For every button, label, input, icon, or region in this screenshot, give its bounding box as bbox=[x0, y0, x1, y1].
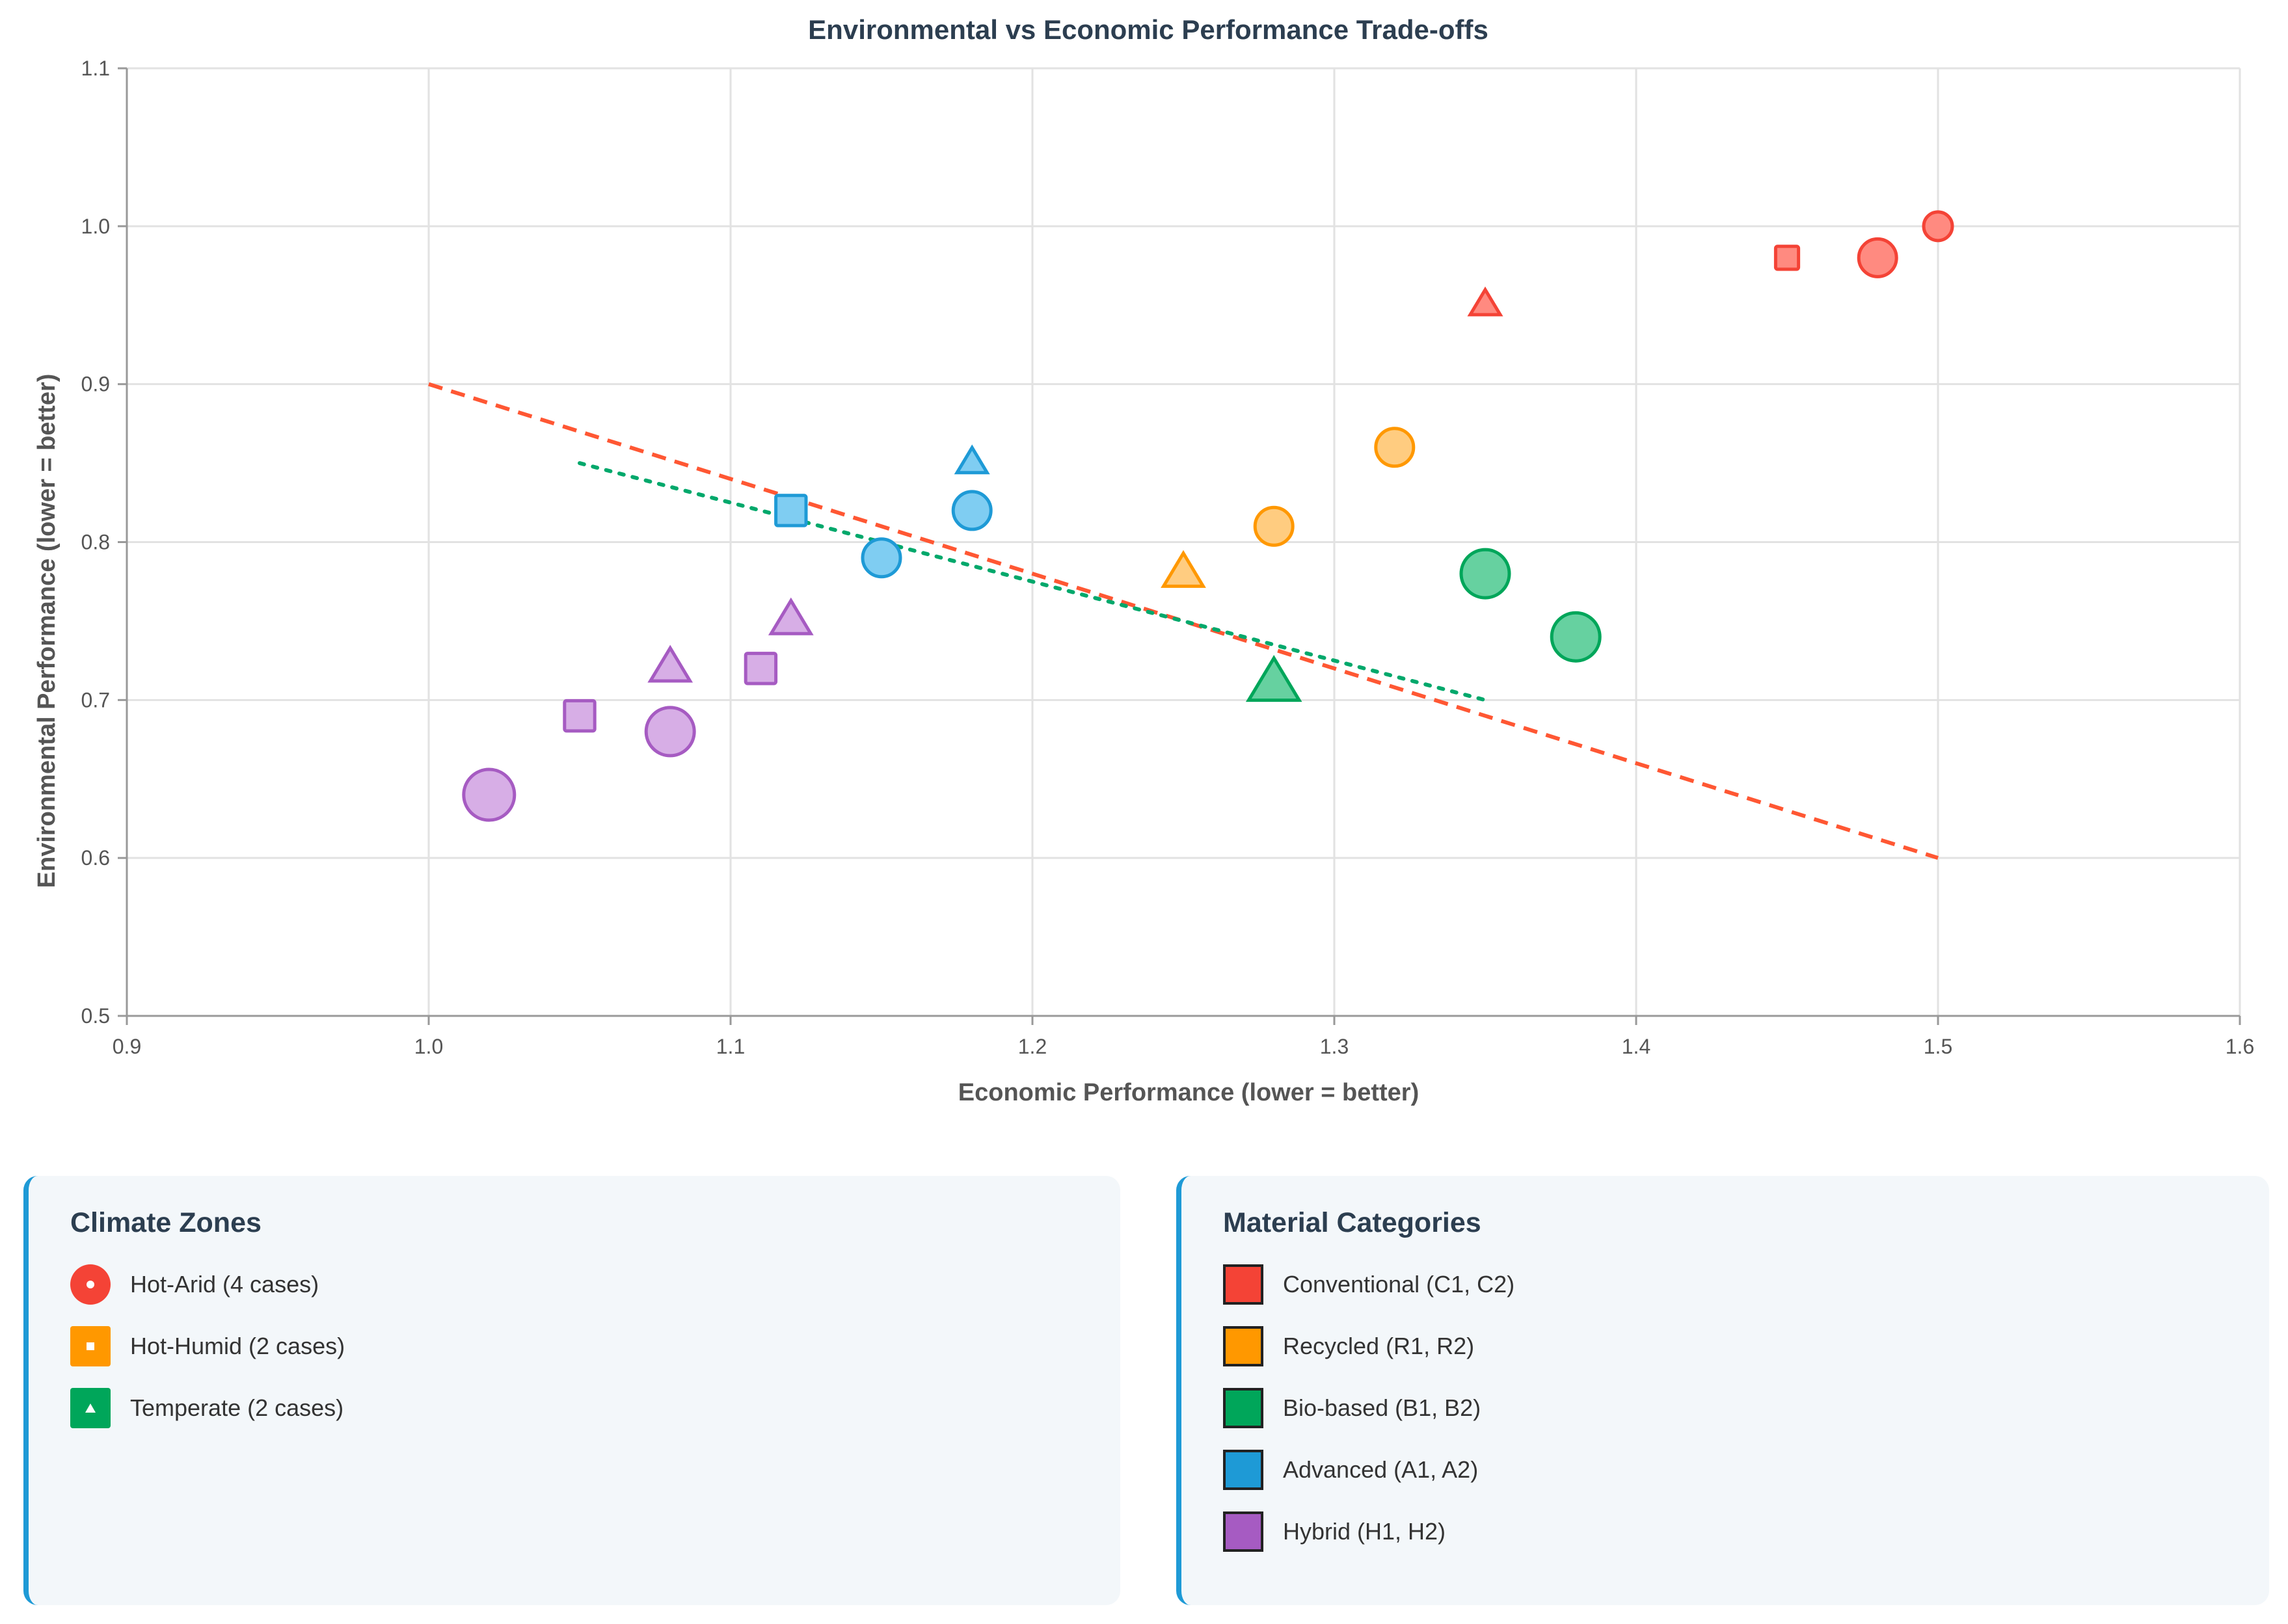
point-circle bbox=[462, 767, 517, 822]
point-circle bbox=[861, 537, 902, 579]
x-tick-label: 0.9 bbox=[113, 1035, 141, 1058]
y-tick-label: 1.1 bbox=[81, 57, 110, 80]
point-triangle bbox=[1467, 286, 1503, 317]
color-swatch-icon bbox=[1223, 1388, 1263, 1428]
dashed-trend bbox=[428, 382, 1939, 860]
legend-item-hybrid: Hybrid (H1, H2) bbox=[1223, 1511, 2269, 1552]
legend-item-conventional: Conventional (C1, C2) bbox=[1223, 1264, 2269, 1305]
point-circle bbox=[644, 706, 696, 758]
y-tick-label: 1.0 bbox=[81, 215, 110, 238]
y-tick-label: 0.5 bbox=[81, 1004, 110, 1028]
legend-label: Hybrid (H1, H2) bbox=[1283, 1518, 1446, 1545]
x-tick-label: 1.2 bbox=[1018, 1035, 1047, 1058]
color-swatch-icon bbox=[1223, 1450, 1263, 1490]
point-circle bbox=[951, 490, 993, 531]
x-tick-label: 1.5 bbox=[1924, 1035, 1952, 1058]
color-swatch-icon bbox=[1223, 1326, 1263, 1366]
y-tick-label: 0.7 bbox=[81, 688, 110, 712]
legend-item-recycled: Recycled (R1, R2) bbox=[1223, 1325, 2269, 1367]
grid bbox=[126, 67, 2241, 1017]
legend-label: Bio-based (B1, B2) bbox=[1283, 1394, 1481, 1421]
climate-zones-legend: Climate Zones Hot-Arid (4 cases) Hot-Hum… bbox=[23, 1176, 1120, 1605]
y-axis-label: Environmental Performance (lower = bette… bbox=[33, 374, 61, 888]
point-circle bbox=[1374, 427, 1416, 468]
data-points bbox=[462, 210, 1954, 822]
legend-label: Temperate (2 cases) bbox=[130, 1394, 344, 1421]
y-tick-label: 0.9 bbox=[81, 373, 110, 396]
legend-item-advanced: Advanced (A1, A2) bbox=[1223, 1449, 2269, 1491]
point-square bbox=[774, 494, 808, 527]
point-triangle bbox=[768, 597, 814, 635]
legend-item-temperate: Temperate (2 cases) bbox=[70, 1387, 1120, 1429]
circle-dot-icon bbox=[70, 1264, 111, 1305]
y-tick-label: 0.6 bbox=[81, 846, 110, 870]
chart-title: Environmental vs Economic Performance Tr… bbox=[808, 14, 1488, 45]
point-circle bbox=[1857, 237, 1898, 278]
point-square bbox=[563, 699, 597, 733]
x-tick-label: 1.0 bbox=[414, 1035, 443, 1058]
point-circle bbox=[1253, 505, 1295, 547]
material-categories-legend: Material Categories Conventional (C1, C2… bbox=[1176, 1176, 2269, 1605]
point-square bbox=[744, 652, 778, 686]
point-circle bbox=[1550, 611, 1602, 663]
legend-label: Hot-Arid (4 cases) bbox=[130, 1271, 319, 1298]
point-triangle bbox=[647, 645, 693, 683]
x-tick-label: 1.4 bbox=[1622, 1035, 1650, 1058]
square-dot-icon bbox=[70, 1326, 111, 1366]
legend-item-hot-arid: Hot-Arid (4 cases) bbox=[70, 1264, 1120, 1305]
point-triangle bbox=[954, 444, 990, 475]
point-circle bbox=[1459, 548, 1511, 600]
point-square bbox=[1773, 245, 1801, 271]
point-triangle bbox=[1161, 550, 1206, 588]
scatter-chart: Environmental vs Economic Performance Tr… bbox=[33, 14, 2255, 1106]
legend-label: Hot-Humid (2 cases) bbox=[130, 1333, 345, 1359]
x-tick-label: 1.1 bbox=[716, 1035, 745, 1058]
color-swatch-icon bbox=[1223, 1511, 1263, 1552]
legend-item-hot-humid: Hot-Humid (2 cases) bbox=[70, 1325, 1120, 1367]
x-tick-label: 1.3 bbox=[1320, 1035, 1349, 1058]
dotted-trend bbox=[578, 461, 1487, 702]
triangle-dot-icon bbox=[70, 1388, 111, 1428]
legend-item-bio-based: Bio-based (B1, B2) bbox=[1223, 1387, 2269, 1429]
x-axis-label: Economic Performance (lower = better) bbox=[958, 1079, 1419, 1106]
legend-label: Recycled (R1, R2) bbox=[1283, 1333, 1475, 1359]
axes: 0.9 1.0 1.1 1.2 1.3 1.4 1.5 1.6 0.5 0.6 0.7 0.8 0.9 1… bbox=[81, 57, 2255, 1058]
color-swatch-icon bbox=[1223, 1264, 1263, 1305]
material-legend-title: Material Categories bbox=[1223, 1207, 1481, 1238]
climate-legend-title: Climate Zones bbox=[70, 1207, 262, 1238]
x-tick-label: 1.6 bbox=[2226, 1035, 2254, 1058]
trendlines bbox=[428, 382, 1939, 860]
legend-label: Advanced (A1, A2) bbox=[1283, 1456, 1479, 1483]
point-triangle bbox=[1245, 655, 1302, 702]
point-circle bbox=[1922, 210, 1954, 243]
legend-label: Conventional (C1, C2) bbox=[1283, 1271, 1515, 1298]
y-tick-label: 0.8 bbox=[81, 531, 110, 554]
